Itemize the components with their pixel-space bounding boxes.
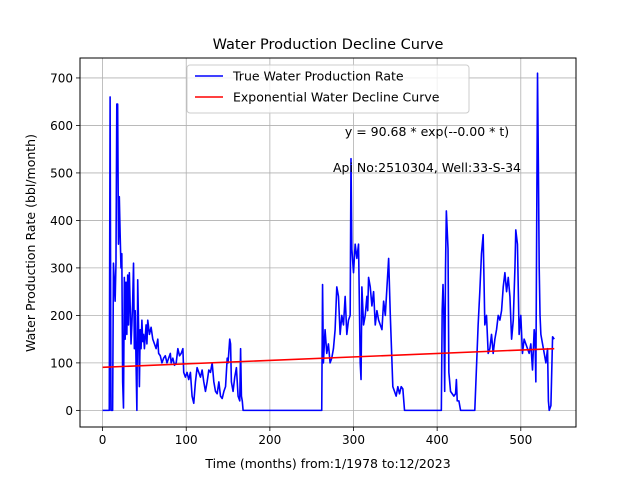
x-tick-label: 0 — [99, 433, 107, 447]
x-tick-label: 300 — [342, 433, 365, 447]
y-tick-label: 200 — [50, 309, 73, 323]
y-tick-label: 400 — [50, 214, 73, 228]
annotation-equation: y = 90.68 * exp(--0.00 * t) — [345, 124, 509, 139]
legend-label-exponential: Exponential Water Decline Curve — [233, 90, 440, 105]
y-tick-label: 700 — [50, 71, 73, 85]
x-tick-label: 200 — [258, 433, 281, 447]
series-line-exponential — [102, 347, 555, 369]
x-tick-label: 100 — [175, 433, 198, 447]
legend-label-true-rate: True Water Production Rate — [232, 69, 404, 84]
y-tick-label: 100 — [50, 356, 73, 370]
series-line-true-rate — [102, 72, 555, 412]
y-tick-label: 600 — [50, 119, 73, 133]
y-tick-label: 300 — [50, 261, 73, 275]
x-tick-label: 400 — [426, 433, 449, 447]
legend-box — [186, 64, 470, 114]
plot-frame — [79, 57, 577, 428]
x-axis-label: Time (months) from:1/1978 to:12/2023 — [204, 456, 450, 471]
series-layer — [102, 72, 555, 412]
y-tick-label: 500 — [50, 166, 73, 180]
x-tick-label: 500 — [509, 433, 532, 447]
axis-ticks: 0 100 200 300 400 500 0 100 200 300 400 500 600 700 — [50, 71, 532, 447]
y-axis-label: Water Production Rate (bbl/month) — [23, 134, 38, 352]
annotation-well-info: Api No:2510304, Well:33-S-34 — [333, 160, 521, 175]
y-tick-label: 0 — [65, 404, 73, 418]
legend: True Water Production Rate Exponential W… — [186, 64, 470, 114]
chart-title: Water Production Decline Curve — [213, 37, 444, 53]
